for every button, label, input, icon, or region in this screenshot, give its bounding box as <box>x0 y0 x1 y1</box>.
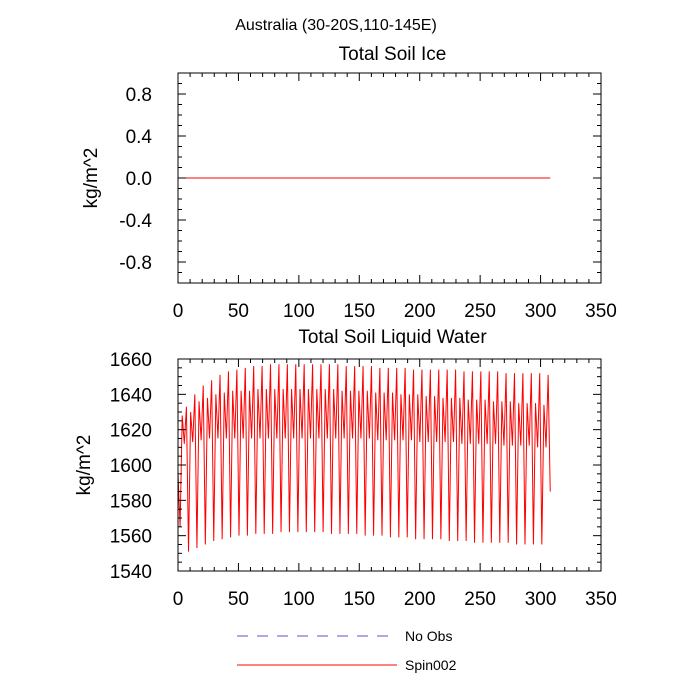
x-tick-label: 100 <box>283 589 315 610</box>
y-tick-label: 1540 <box>110 562 152 583</box>
x-tick-label: 200 <box>404 301 436 322</box>
y-tick-label: -0.4 <box>119 211 152 232</box>
y-axis-label: kg/m^2 <box>81 148 102 209</box>
y-tick-label: 1560 <box>110 527 152 548</box>
x-tick-label: 0 <box>173 589 184 610</box>
legend-label: No Obs <box>405 628 452 644</box>
x-tick-label: 50 <box>228 301 249 322</box>
x-tick-label: 250 <box>464 589 496 610</box>
y-tick-label: 1660 <box>110 350 152 371</box>
x-tick-label: 0 <box>173 301 184 322</box>
x-tick-label: 200 <box>404 589 436 610</box>
x-tick-label: 50 <box>228 589 249 610</box>
y-tick-label: 0.8 <box>126 85 152 106</box>
legend-label: Spin002 <box>405 657 457 673</box>
y-tick-label: 0.4 <box>126 127 153 148</box>
legend: No Obs Spin002 <box>237 628 457 673</box>
x-tick-label: 100 <box>283 301 315 322</box>
x-tick-label: 300 <box>525 589 557 610</box>
series-line-spin002 <box>178 364 551 552</box>
x-tick-label: 150 <box>343 301 375 322</box>
chart-total-soil-liquid-water: Total Soil Liquid Water kg/m^2 0 50 100 150 20… <box>74 327 617 610</box>
y-tick-label: 1600 <box>110 456 152 477</box>
y-tick-label: -0.8 <box>119 253 152 274</box>
y-tick-label: 1580 <box>110 491 152 512</box>
y-tick-label: 0.0 <box>126 169 152 190</box>
x-tick-label: 350 <box>585 589 617 610</box>
chart-total-soil-ice: Total Soil Ice kg/m^2 0 50 100 150 200 250 300 35… <box>81 44 617 322</box>
y-tick-label: 1640 <box>110 385 152 406</box>
chart-title: Total Soil Ice <box>339 44 447 65</box>
y-axis-label: kg/m^2 <box>74 435 95 496</box>
x-tick-label: 150 <box>343 589 375 610</box>
x-tick-label: 250 <box>464 301 496 322</box>
y-tick-label: 1620 <box>110 421 152 442</box>
chart-title: Total Soil Liquid Water <box>298 327 487 348</box>
figure-title: Australia (30-20S,110-145E) <box>235 17 437 34</box>
x-tick-label: 300 <box>525 301 557 322</box>
x-tick-label: 350 <box>585 301 617 322</box>
